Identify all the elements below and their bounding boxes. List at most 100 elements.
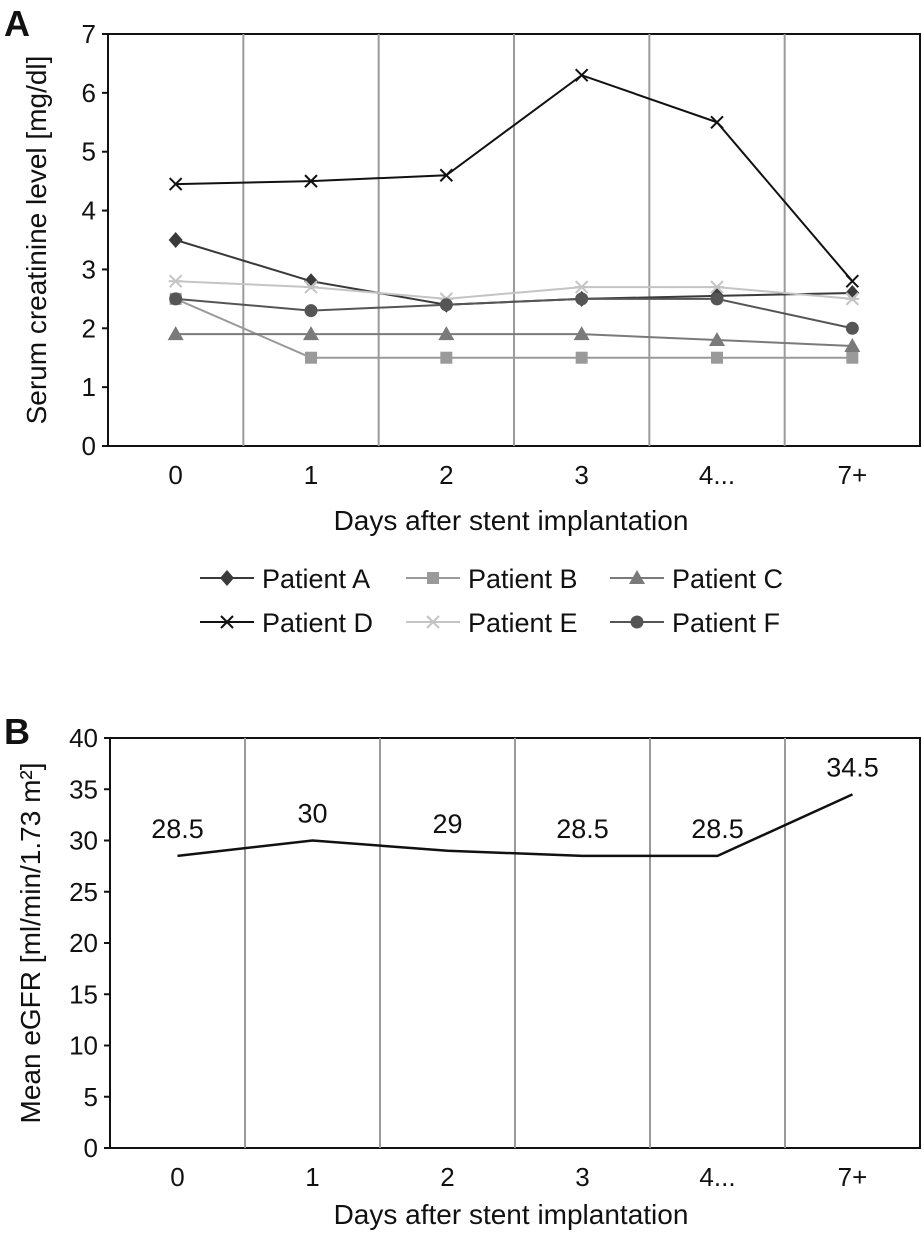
data-point	[711, 351, 723, 364]
x-tick-label: 4...	[699, 1162, 735, 1192]
x-tick-label: 2	[439, 460, 453, 490]
y-tick-label: 40	[69, 723, 98, 753]
y-tick-label: 30	[69, 826, 98, 856]
legend-label: Patient C	[672, 564, 783, 594]
y-tick-label: 5	[82, 137, 96, 167]
legend-item: Patient E	[406, 608, 578, 638]
y-tick-label: 2	[82, 313, 96, 343]
data-point	[168, 177, 183, 191]
data-point	[575, 351, 588, 364]
data-point	[304, 304, 318, 318]
data-point	[168, 232, 183, 248]
panel-b-chart: B 0 5 10 15 20 25 30 35 40 0 1 2 3 4... 7+ 28.5 30 29 28.5…	[4, 711, 921, 1230]
legend-item: Patient C	[610, 564, 783, 594]
legend-marker	[427, 572, 439, 584]
panel-a-legend: Patient A Patient B Patient C Patient D Pati…	[200, 564, 783, 638]
legend-item: Patient A	[200, 564, 370, 594]
data-point	[305, 351, 317, 364]
data-point	[439, 298, 453, 312]
x-tick-label: 1	[305, 1162, 319, 1192]
data-point	[845, 284, 860, 301]
data-point	[845, 274, 860, 288]
series-line	[175, 74, 854, 282]
legend-item: Patient F	[610, 608, 780, 638]
series-line	[175, 297, 853, 359]
panel-b-letter: B	[4, 711, 30, 752]
panel-a-letter: A	[4, 3, 30, 44]
data-point	[710, 280, 724, 294]
legend-label: Patient E	[468, 608, 578, 638]
y-tick-label: 4	[82, 196, 96, 226]
y-tick-label: 0	[84, 1133, 98, 1163]
data-point	[845, 321, 859, 335]
data-point	[575, 292, 589, 306]
data-label: 30	[297, 799, 327, 829]
y-tick-label: 35	[69, 774, 98, 804]
data-point	[304, 273, 318, 290]
legend-marker	[220, 570, 234, 586]
x-tick-label: 0	[168, 460, 182, 490]
legend-marker	[426, 615, 440, 629]
y-tick-label: 6	[82, 78, 96, 108]
legend-label: Patient B	[468, 564, 578, 594]
x-tick-label: 0	[170, 1162, 184, 1192]
y-tick-label: 5	[84, 1082, 98, 1112]
data-point	[844, 337, 861, 352]
data-label: 29	[432, 809, 462, 839]
panel-b-plot-area: 0 5 10 15 20 25 30 35 40 0 1 2 3 4... 7+ 28.5 30 29 28.5 28…	[69, 723, 921, 1192]
data-point	[169, 292, 183, 306]
data-point	[846, 351, 859, 364]
data-point	[304, 174, 318, 188]
x-tick-label: 3	[574, 460, 588, 490]
data-label: 28.5	[151, 814, 204, 844]
x-tick-label: 3	[575, 1162, 589, 1192]
legend-marker	[629, 570, 645, 584]
x-tick-label: 7+	[838, 1162, 868, 1192]
series-line	[175, 280, 853, 300]
series-line	[177, 793, 854, 858]
legend-item: Patient D	[200, 608, 373, 638]
data-point	[710, 115, 724, 129]
y-tick-label: 15	[69, 979, 98, 1009]
data-label: 28.5	[556, 814, 609, 844]
data-label: 34.5	[826, 752, 879, 782]
y-tick-label: 7	[82, 19, 96, 49]
legend-item: Patient B	[406, 564, 578, 594]
data-point	[574, 280, 589, 294]
y-tick-label: 3	[82, 254, 96, 284]
y-tick-label: 10	[69, 1031, 98, 1061]
data-point	[440, 351, 453, 364]
panel-a-x-axis-title: Days after stent implantation	[334, 505, 689, 536]
y-tick-label: 1	[82, 372, 96, 402]
panel-b-x-axis-title: Days after stent implantation	[334, 1199, 689, 1230]
data-point	[573, 326, 590, 341]
x-tick-label: 7+	[838, 460, 868, 490]
x-tick-label: 1	[304, 460, 318, 490]
data-point	[438, 326, 455, 341]
legend-marker	[220, 615, 234, 629]
legend-label: Patient F	[672, 608, 780, 638]
y-tick-label: 0	[82, 431, 96, 461]
panel-a-y-axis-title: Serum creatinine level [mg/dl]	[21, 56, 52, 425]
data-point	[709, 332, 725, 347]
data-label: 28.5	[691, 814, 744, 844]
data-point	[439, 168, 454, 182]
data-point	[303, 326, 319, 341]
y-tick-label: 25	[69, 877, 98, 907]
data-point	[845, 292, 860, 306]
data-point	[167, 326, 184, 341]
data-point	[710, 292, 724, 306]
legend-marker	[630, 615, 644, 629]
panel-b-y-axis-title: Mean eGFR [ml/min/1.73 m²]	[15, 763, 46, 1124]
data-point	[574, 68, 589, 82]
data-point	[168, 274, 183, 288]
panel-a-plot-area: 0 1 2 3 4 5 6 7 0 1 2 3 4... 7+	[82, 19, 921, 490]
panel-a-chart: A 0 1 2 3 4 5 6 7 0 1 2 3 4... 7+ Days after stent im…	[4, 3, 921, 638]
x-tick-label: 2	[440, 1162, 454, 1192]
y-tick-label: 20	[69, 928, 98, 958]
series-line	[175, 297, 853, 330]
legend-label: Patient D	[262, 608, 373, 638]
x-tick-label: 4...	[699, 460, 735, 490]
data-point	[304, 280, 318, 294]
